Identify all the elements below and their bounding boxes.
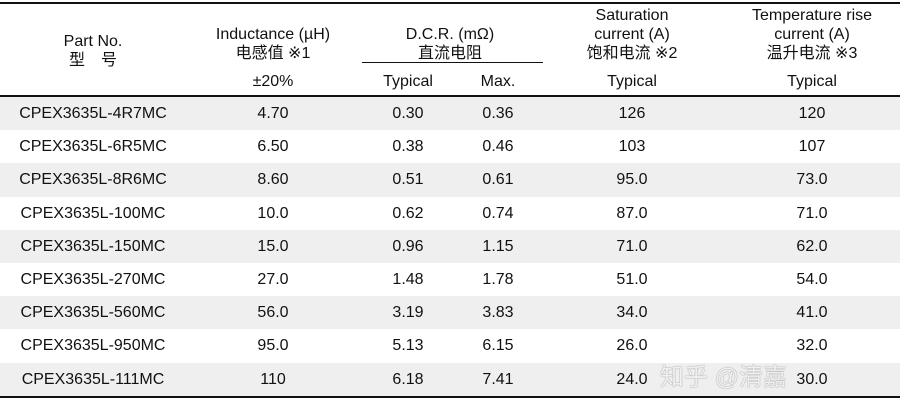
watermark: 知乎 @清嘉 [660, 364, 788, 391]
cell-dcr-max: 6.15 [482, 337, 514, 355]
header-temp-cn: 温升电流 ※3 [766, 45, 858, 62]
table-row: CPEX3635L-4R7MC 4.70 0.30 0.36 126 120 [0, 97, 900, 131]
header-sat-line1: Saturation [595, 7, 669, 24]
cell-saturation-current: 103 [618, 138, 646, 156]
cell-part-no: CPEX3635L-6R5MC [19, 138, 167, 156]
cell-temp-rise-current: 30.0 [796, 370, 828, 388]
cell-saturation-current: 87.0 [616, 204, 648, 222]
table-row: CPEX3635L-100MC 10.0 0.62 0.74 87.0 71.0 [0, 197, 900, 230]
header-sat-line2: current (A) [594, 26, 670, 43]
table-row: CPEX3635L-8R6MC 8.60 0.51 0.61 95.0 73.0 [0, 163, 900, 197]
cell-temp-rise-current: 73.0 [796, 171, 828, 189]
dcr-divider [362, 62, 543, 63]
cell-dcr-typical: 0.62 [392, 204, 424, 222]
cell-saturation-current: 51.0 [616, 270, 648, 288]
cell-temp-rise-current: 62.0 [796, 237, 828, 255]
header-dcr-en: D.C.R. (mΩ) [405, 26, 495, 43]
header-dcr-max: Max. [480, 73, 516, 90]
cell-inductance: 110 [260, 370, 286, 388]
header-temp-typical: Typical [787, 73, 837, 90]
cell-inductance: 4.70 [257, 105, 289, 122]
header-dcr: D.C.R. (mΩ) 直流电阻 [360, 25, 540, 63]
table-row: CPEX3635L-950MC 95.0 5.13 6.15 26.0 32.0 [0, 329, 900, 362]
cell-dcr-typical: 0.30 [392, 105, 424, 122]
header-temp-line1: Temperature rise [751, 7, 873, 24]
table-row: CPEX3635L-150MC 15.0 0.96 1.15 71.0 62.0 [0, 229, 900, 263]
cell-part-no: CPEX3635L-8R6MC [19, 171, 167, 189]
table-top-border [0, 2, 900, 4]
cell-inductance: 56.0 [257, 304, 289, 322]
cell-part-no: CPEX3635L-950MC [20, 337, 166, 355]
cell-dcr-typical: 5.13 [392, 337, 424, 355]
header-saturation: Saturation current (A) 饱和电流 ※2 [540, 6, 724, 63]
cell-part-no: CPEX3635L-560MC [20, 304, 166, 322]
table-row: CPEX3635L-111MC 110 6.18 7.41 24.0 30.0 [0, 362, 900, 396]
cell-saturation-current: 126 [618, 105, 646, 122]
cell-part-no: CPEX3635L-100MC [20, 204, 166, 222]
cell-dcr-typical: 6.18 [392, 370, 424, 388]
cell-saturation-current: 71.0 [616, 237, 648, 255]
header-inductance-en: Inductance (µH) [215, 26, 331, 43]
cell-saturation-current: 26.0 [616, 337, 648, 355]
cell-dcr-max: 7.41 [482, 370, 514, 388]
cell-temp-rise-current: 120 [798, 105, 826, 122]
cell-inductance: 6.50 [257, 138, 289, 156]
cell-inductance: 27.0 [257, 270, 289, 288]
cell-dcr-max: 0.74 [482, 204, 514, 222]
cell-dcr-typical: 0.38 [392, 138, 424, 156]
header-inductance: Inductance (µH) 电感值 ※1 [186, 25, 360, 63]
cell-inductance: 15.0 [257, 237, 289, 255]
cell-temp-rise-current: 71.0 [796, 204, 828, 222]
cell-saturation-current: 34.0 [616, 304, 648, 322]
cell-temp-rise-current: 32.0 [796, 337, 828, 355]
cell-dcr-max: 0.46 [482, 138, 514, 156]
header-part-en: Part No. [63, 33, 123, 50]
cell-dcr-typical: 0.51 [392, 171, 424, 189]
cell-dcr-typical: 1.48 [392, 270, 424, 288]
cell-dcr-max: 1.78 [482, 270, 514, 288]
header-dcr-cn: 直流电阻 [417, 45, 482, 62]
header-part-cn: 型 号 [68, 52, 117, 69]
header-inductance-tolerance: ±20% [252, 73, 294, 90]
header-temp-rise: Temperature rise current (A) 温升电流 ※3 [724, 6, 900, 63]
cell-inductance: 95.0 [257, 337, 289, 355]
cell-dcr-max: 1.15 [482, 237, 514, 255]
cell-temp-rise-current: 54.0 [796, 270, 828, 288]
header-temp-line2: current (A) [774, 26, 850, 43]
header-dcr-typical: Typical [383, 73, 433, 90]
table-row: CPEX3635L-270MC 27.0 1.48 1.78 51.0 54.0 [0, 263, 900, 296]
cell-dcr-max: 3.83 [482, 304, 514, 322]
cell-saturation-current: 95.0 [616, 171, 648, 189]
header-bottom-border [0, 95, 900, 97]
cell-dcr-max: 0.36 [482, 105, 514, 122]
header-part-no: Part No. 型 号 [0, 32, 186, 70]
cell-dcr-typical: 0.96 [392, 237, 424, 255]
cell-part-no: CPEX3635L-4R7MC [19, 105, 167, 122]
cell-part-no: CPEX3635L-270MC [20, 270, 166, 288]
header-sat-typical: Typical [607, 73, 657, 90]
table-body: CPEX3635L-4R7MC 4.70 0.30 0.36 126 120 CPEX363… [0, 97, 900, 396]
table-row: CPEX3635L-6R5MC 6.50 0.38 0.46 103 107 [0, 130, 900, 163]
cell-inductance: 8.60 [257, 171, 289, 189]
cell-temp-rise-current: 107 [798, 138, 826, 156]
cell-dcr-max: 0.61 [482, 171, 514, 189]
cell-saturation-current: 24.0 [616, 370, 648, 388]
header-inductance-cn: 电感值 ※1 [235, 45, 311, 62]
table-row: CPEX3635L-560MC 56.0 3.19 3.83 34.0 41.0 [0, 296, 900, 330]
cell-dcr-typical: 3.19 [392, 304, 424, 322]
cell-temp-rise-current: 41.0 [796, 304, 828, 322]
cell-part-no: CPEX3635L-150MC [20, 237, 166, 255]
cell-part-no: CPEX3635L-111MC [21, 370, 165, 388]
table-bottom-border [0, 396, 900, 398]
header-sat-cn: 饱和电流 ※2 [586, 45, 678, 62]
cell-inductance: 10.0 [257, 204, 289, 222]
